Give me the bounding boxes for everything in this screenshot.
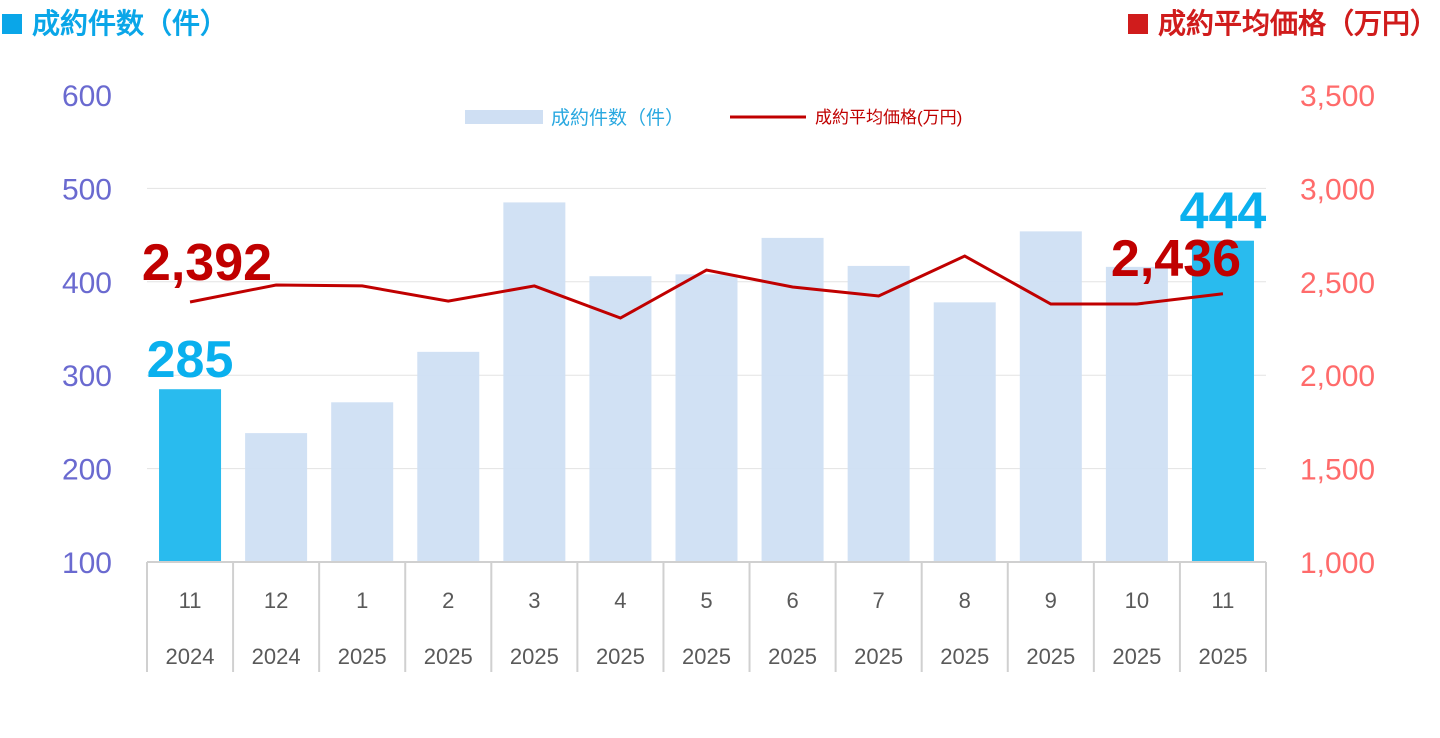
month-label: 4 — [614, 588, 626, 613]
left-tick-label: 600 — [62, 80, 112, 113]
year-label: 2025 — [682, 644, 731, 669]
right-axis-title: 成約平均価格（万円） — [1127, 2, 1438, 42]
year-label: 2025 — [940, 644, 989, 669]
right-tick-label: 1,000 — [1300, 547, 1375, 580]
right-tick-label: 1,500 — [1300, 454, 1375, 487]
month-label: 5 — [700, 588, 712, 613]
month-label: 1 — [356, 588, 368, 613]
left-tick-label: 400 — [62, 267, 112, 300]
year-label: 2025 — [1112, 644, 1161, 669]
bar — [847, 265, 910, 562]
right-tick-label: 2,500 — [1300, 267, 1375, 300]
left-tick-label: 200 — [62, 454, 112, 487]
left-tick-label: 500 — [62, 173, 112, 206]
month-label: 2 — [442, 588, 454, 613]
month-label: 11 — [179, 588, 202, 613]
year-label: 2025 — [338, 644, 387, 669]
year-label: 2024 — [252, 644, 301, 669]
year-label: 2024 — [166, 644, 215, 669]
month-label: 11 — [1212, 588, 1235, 613]
year-label: 2025 — [510, 644, 559, 669]
right-tick-label: 2,000 — [1300, 360, 1375, 393]
bar — [675, 274, 738, 562]
bar — [761, 237, 824, 563]
bar — [417, 351, 480, 562]
red-square-icon — [1127, 14, 1148, 34]
left-axis-title: 成約件数（件） — [2, 2, 228, 42]
bar — [1191, 240, 1254, 563]
year-label: 2025 — [596, 644, 645, 669]
month-label: 6 — [786, 588, 798, 613]
right-tick-label: 3,500 — [1300, 80, 1375, 113]
year-label: 2025 — [1198, 644, 1247, 669]
line-first-label: 2,392 — [142, 234, 272, 292]
bar — [1019, 231, 1082, 562]
month-label: 7 — [873, 588, 885, 613]
bar-last-label: 444 — [1180, 183, 1267, 241]
bar — [503, 202, 566, 562]
year-label: 2025 — [768, 644, 817, 669]
left-title-text: 成約件数（件） — [32, 7, 229, 40]
bar — [1105, 266, 1168, 562]
legend-bar-swatch — [465, 110, 543, 124]
left-tick-label: 300 — [62, 360, 112, 393]
month-label: 8 — [959, 588, 971, 613]
month-label: 9 — [1045, 588, 1057, 613]
year-label: 2025 — [854, 644, 903, 669]
bar-first-label: 285 — [147, 331, 234, 389]
month-label: 3 — [528, 588, 540, 613]
bar — [245, 433, 308, 562]
bar — [589, 276, 652, 562]
bar — [331, 402, 394, 562]
month-label: 10 — [1125, 588, 1149, 613]
line-last-label: 2,436 — [1111, 230, 1241, 288]
bar — [933, 302, 996, 562]
legend-bar-label: 成約件数（件） — [551, 107, 684, 129]
blue-square-icon — [2, 14, 22, 34]
year-label: 2025 — [1026, 644, 1075, 669]
year-label: 2025 — [424, 644, 473, 669]
left-tick-label: 100 — [62, 547, 112, 580]
right-title-text: 成約平均価格（万円） — [1157, 7, 1438, 40]
month-label: 12 — [264, 588, 288, 613]
legend-line-label: 成約平均価格(万円) — [815, 108, 962, 127]
right-tick-label: 3,000 — [1300, 173, 1375, 206]
bar — [159, 389, 222, 562]
